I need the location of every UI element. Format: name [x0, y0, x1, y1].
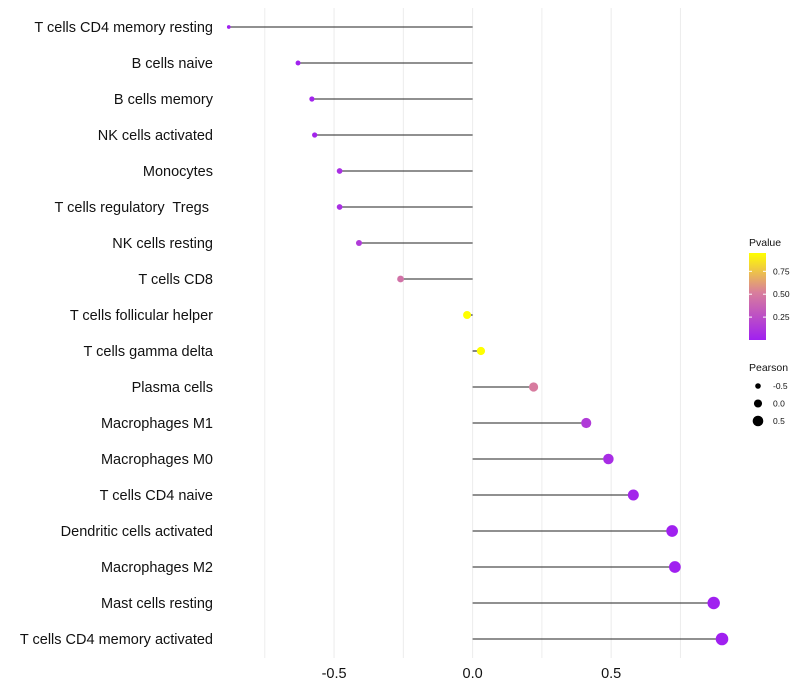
pearson-legend-dot-1 — [753, 399, 763, 408]
category-label: B cells naive — [132, 56, 213, 72]
pearson-size-legend: -0.5 0.0 0.5 — [752, 381, 788, 427]
lollipop-point — [336, 168, 343, 174]
lollipop-point — [476, 346, 486, 356]
pearson-legend-title: Pearson — [749, 362, 788, 374]
category-label: Macrophages M1 — [101, 416, 213, 432]
x-tick-label-0: -0.5 — [322, 666, 347, 682]
x-tick-label-2: 0.5 — [601, 666, 621, 682]
category-label: Plasma cells — [132, 380, 213, 396]
point-layer — [226, 25, 729, 646]
pvalue-colorbar — [749, 253, 766, 340]
pvalue-legend-title: Pvalue — [749, 237, 781, 249]
stem-layer — [228, 26, 722, 640]
lollipop-point — [463, 311, 472, 319]
pearson-legend-dot-2 — [752, 415, 764, 427]
lollipop-point — [295, 60, 301, 66]
pvalue-colorbar-ticks: 0.25 0.50 0.75 — [749, 266, 790, 322]
lollipop-point — [666, 525, 678, 537]
pearson-legend-label-1: 0.0 — [773, 399, 785, 409]
lollipop-point — [627, 489, 639, 501]
category-label: T cells CD8 — [138, 272, 213, 288]
pearson-legend-label-2: 0.5 — [773, 416, 785, 426]
category-label: Macrophages M2 — [101, 560, 213, 576]
lollipop-point — [581, 417, 592, 429]
category-label: B cells memory — [114, 92, 214, 108]
lollipop-point — [309, 96, 315, 102]
category-label: T cells follicular helper — [70, 308, 213, 324]
lollipop-point — [528, 382, 539, 392]
lollipop-point — [226, 25, 231, 29]
pearson-legend-label-0: -0.5 — [773, 381, 788, 391]
lollipop-point — [397, 275, 404, 283]
category-label: T cells gamma delta — [84, 344, 214, 360]
colorbar-tick-label-1: 0.50 — [773, 289, 790, 299]
category-label: Macrophages M0 — [101, 452, 213, 468]
pearson-legend-dot-0 — [755, 383, 761, 389]
legend: Pvalue 0.25 0.50 0.75 Pearson -0.5 0.0 0.5 — [749, 237, 790, 427]
category-label: T cells CD4 naive — [100, 488, 213, 504]
category-label: T cells CD4 memory activated — [20, 632, 213, 648]
grid-layer — [264, 8, 681, 658]
category-labels: T cells CD4 memory resting B cells naive B… — [20, 20, 214, 648]
x-axis-ticks: -0.5 0.0 0.5 — [322, 666, 622, 682]
lollipop-point — [336, 204, 343, 210]
category-label: NK cells activated — [98, 128, 213, 144]
x-tick-label-1: 0.0 — [463, 666, 483, 682]
lollipop-point — [603, 453, 614, 465]
category-label: Monocytes — [143, 164, 213, 180]
category-label: NK cells resting — [112, 236, 213, 252]
colorbar-tick-label-0: 0.25 — [773, 312, 790, 322]
lollipop-point — [312, 132, 318, 138]
lollipop-point — [669, 561, 681, 573]
lollipop-point — [707, 596, 720, 610]
category-label: Dendritic cells activated — [61, 524, 213, 540]
category-label: T cells regulatory Tregs — [55, 200, 214, 216]
lollipop-point — [355, 239, 363, 247]
category-label: T cells CD4 memory resting — [34, 20, 213, 36]
category-label: Mast cells resting — [101, 596, 213, 612]
lollipop-point — [715, 632, 729, 646]
colorbar-tick-label-2: 0.75 — [773, 266, 790, 276]
